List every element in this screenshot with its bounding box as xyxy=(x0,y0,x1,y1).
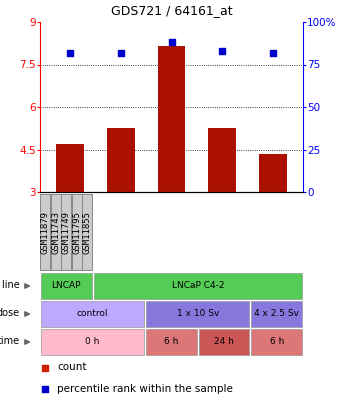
Text: GSM11749: GSM11749 xyxy=(62,211,71,254)
Bar xyxy=(107,128,135,192)
Text: time: time xyxy=(0,336,20,345)
Text: GDS721 / 64161_at: GDS721 / 64161_at xyxy=(111,4,232,17)
Text: 4 x 2.5 Sv: 4 x 2.5 Sv xyxy=(254,309,299,318)
Text: control: control xyxy=(77,309,108,318)
Bar xyxy=(157,46,186,192)
Bar xyxy=(57,144,84,192)
Text: cell line: cell line xyxy=(0,279,20,290)
Bar xyxy=(251,301,302,327)
Text: 1 x 10 Sv: 1 x 10 Sv xyxy=(177,309,219,318)
Bar xyxy=(41,329,144,355)
Text: 24 h: 24 h xyxy=(214,337,234,347)
Bar xyxy=(259,154,286,192)
Text: dose: dose xyxy=(0,308,20,318)
Text: 6 h: 6 h xyxy=(164,337,179,347)
Text: 0 h: 0 h xyxy=(85,337,100,347)
Text: GSM11795: GSM11795 xyxy=(72,211,81,254)
Bar xyxy=(51,194,61,271)
Point xyxy=(68,49,73,56)
Text: LNCAP: LNCAP xyxy=(51,281,81,290)
Text: percentile rank within the sample: percentile rank within the sample xyxy=(57,384,233,394)
Bar xyxy=(94,273,302,299)
Point xyxy=(169,39,174,46)
Bar xyxy=(146,329,197,355)
Bar xyxy=(40,194,50,271)
Bar xyxy=(199,329,249,355)
Text: 6 h: 6 h xyxy=(270,337,284,347)
Point xyxy=(43,364,48,371)
Text: GSM11743: GSM11743 xyxy=(51,211,60,254)
Bar xyxy=(41,301,144,327)
Bar xyxy=(251,329,302,355)
Point xyxy=(118,49,124,56)
Text: count: count xyxy=(57,362,86,373)
Point xyxy=(219,48,225,54)
Bar xyxy=(208,128,236,192)
Bar xyxy=(61,194,71,271)
Bar xyxy=(41,273,92,299)
Bar xyxy=(146,301,249,327)
Text: GSM11879: GSM11879 xyxy=(41,211,50,254)
Point xyxy=(270,49,275,56)
Text: LNCaP C4-2: LNCaP C4-2 xyxy=(172,281,224,290)
Bar xyxy=(82,194,92,271)
Bar xyxy=(72,194,82,271)
Text: GSM11855: GSM11855 xyxy=(83,211,92,254)
Point xyxy=(43,386,48,392)
